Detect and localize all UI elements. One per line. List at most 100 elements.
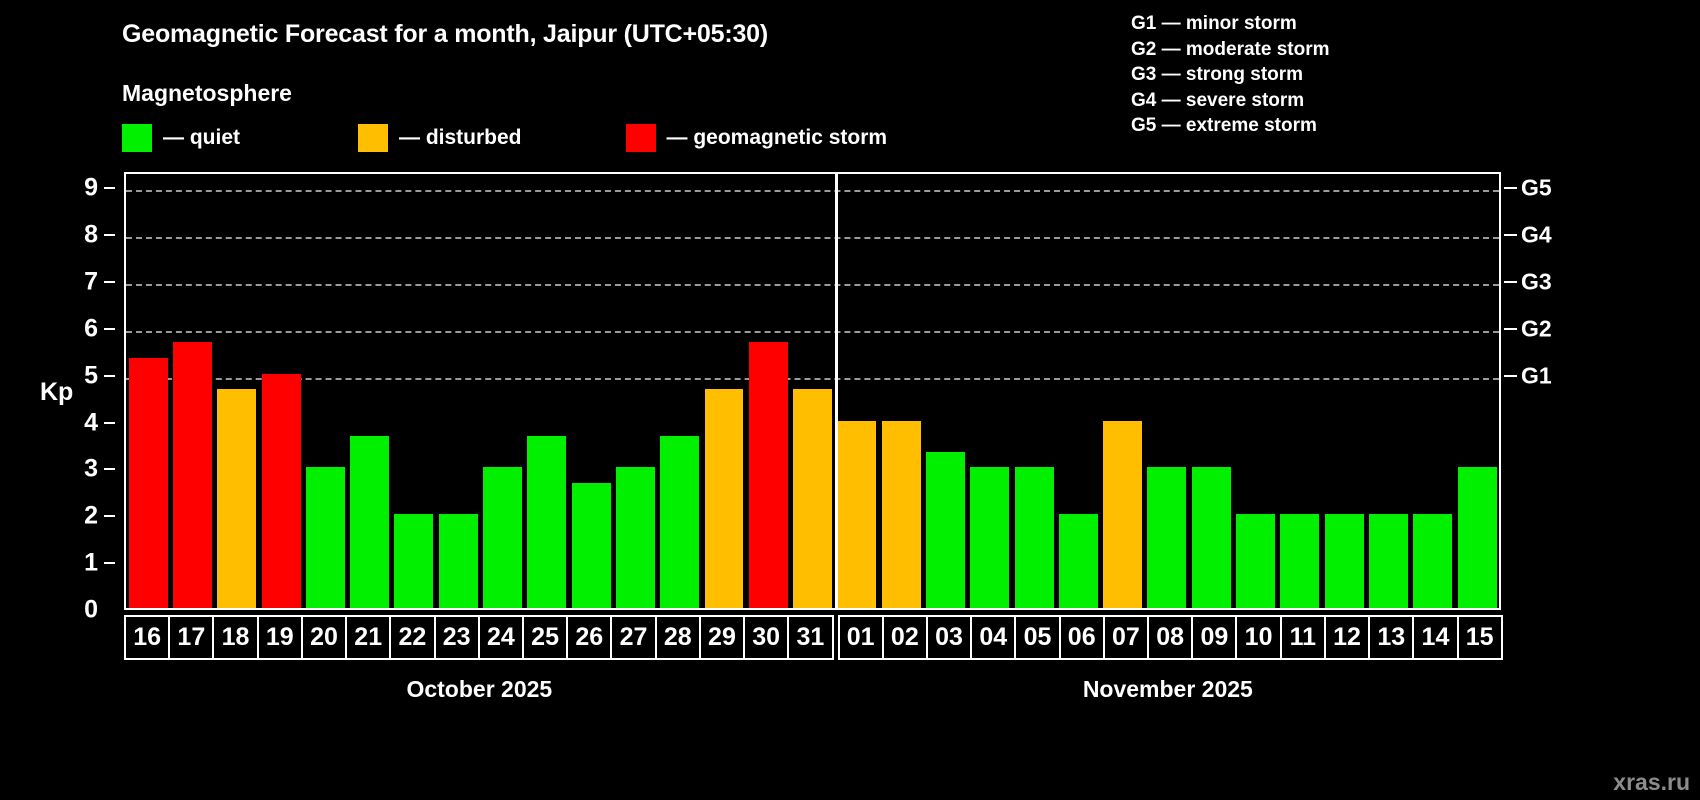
bar-slot: [1145, 174, 1189, 608]
day-label-13[interactable]: 13: [1368, 615, 1415, 660]
day-label-31[interactable]: 31: [787, 615, 834, 660]
gridline-kp-5: [126, 377, 1499, 380]
day-label-24[interactable]: 24: [477, 615, 524, 660]
g-tick-mark-G3: [1504, 281, 1517, 284]
y-tick-mark-9: [104, 187, 115, 190]
day-label-27[interactable]: 27: [610, 615, 657, 660]
bar-day-01: [837, 420, 877, 608]
day-label-21[interactable]: 21: [345, 615, 392, 660]
page-title: Geomagnetic Forecast for a month, Jaipur…: [122, 20, 768, 48]
y-tick-mark-6: [104, 327, 115, 330]
day-label-18[interactable]: 18: [212, 615, 259, 660]
bar-slot: [436, 174, 480, 608]
y-axis-right-g-scale: G5 G4 G3 G2 G1: [1501, 172, 1591, 610]
month-caption: November 2025: [1082, 676, 1253, 702]
bar-day-19: [261, 373, 301, 608]
bar-day-12: [1324, 514, 1364, 608]
g-legend-row-1: G1 — minor storm: [1131, 13, 1297, 34]
day-label-26[interactable]: 26: [566, 615, 613, 660]
y-tick-label-4: 4: [84, 408, 98, 437]
bar-day-16: [128, 358, 168, 608]
bar-slot: [569, 174, 613, 608]
day-label-30[interactable]: 30: [743, 615, 790, 660]
day-axis-labels: 16 17 18 19 20 21 22 23 24 25 26 27 28 29 30 31 01 02 03 04…: [124, 615, 1503, 660]
bar-slot: [525, 174, 569, 608]
bar-slot: [702, 174, 746, 608]
g-legend-row-4: G4 — severe storm: [1131, 89, 1305, 111]
day-label-08[interactable]: 08: [1147, 615, 1194, 660]
day-label-20[interactable]: 20: [300, 615, 348, 660]
bar-slot: [259, 174, 303, 608]
day-label-28[interactable]: 28: [654, 615, 701, 660]
g-legend-row-5: G5 — extreme storm: [1131, 115, 1317, 136]
day-label-05[interactable]: 05: [1014, 615, 1061, 660]
legend-item-quiet: — quiet: [122, 124, 240, 152]
y-axis-left: 9 8 7 6 5 4 3 2 1 0: [56, 172, 115, 624]
bar-day-07: [1103, 420, 1143, 608]
watermark: xras.ru: [1613, 769, 1690, 795]
day-label-01[interactable]: 01: [837, 615, 884, 660]
bar-day-09: [1191, 467, 1231, 608]
day-label-22[interactable]: 22: [389, 615, 436, 660]
gridline-kp-8: [126, 237, 1499, 240]
g-tick-label-G3: G3: [1521, 268, 1552, 295]
bar-slot: [968, 174, 1012, 608]
day-label-25[interactable]: 25: [521, 615, 569, 660]
g-tick-mark-G5: [1504, 187, 1517, 190]
day-label-02[interactable]: 02: [881, 615, 928, 660]
y-tick-label-0: 0: [84, 595, 98, 624]
day-label-15[interactable]: 15: [1456, 615, 1503, 660]
bar-day-26: [571, 482, 611, 608]
day-label-04[interactable]: 04: [970, 615, 1017, 660]
day-label-03[interactable]: 03: [925, 615, 973, 660]
month-divider: [834, 174, 838, 608]
y-tick-mark-1: [104, 562, 115, 565]
g-tick-label-G4: G4: [1521, 221, 1552, 248]
bar-slot: [170, 174, 214, 608]
y-tick-label-2: 2: [84, 501, 98, 530]
bar-day-27: [615, 467, 655, 608]
day-label-09[interactable]: 09: [1191, 615, 1238, 660]
y-tick-label-9: 9: [84, 173, 98, 202]
bar-day-29: [704, 389, 744, 608]
gridline-kp-7: [126, 284, 1499, 287]
day-label-11[interactable]: 11: [1279, 615, 1326, 660]
day-label-10[interactable]: 10: [1235, 615, 1282, 660]
g-tick-mark-G2: [1504, 327, 1517, 330]
bar-slot: [1101, 174, 1145, 608]
bar-day-18: [217, 389, 257, 608]
g-scale-legend: G1 — minor storm G2 — moderate storm G3 — …: [1131, 11, 1330, 139]
bar-slot: [1455, 174, 1499, 608]
bar-slot: [613, 174, 657, 608]
day-label-07[interactable]: 07: [1102, 615, 1150, 660]
legend-swatch-disturbed: [358, 124, 388, 152]
bar-slot: [790, 174, 834, 608]
day-label-16[interactable]: 16: [124, 615, 171, 660]
legend-item-disturbed: — disturbed: [358, 124, 522, 152]
bar-day-08: [1147, 467, 1187, 608]
bar-slot: [347, 174, 391, 608]
legend-label-geomagnetic-storm: — geomagnetic storm: [666, 126, 888, 149]
y-tick-mark-4: [104, 421, 115, 424]
day-label-06[interactable]: 06: [1058, 615, 1105, 660]
day-label-19[interactable]: 19: [256, 615, 303, 660]
y-tick-label-1: 1: [84, 548, 98, 577]
y-tick-label-6: 6: [84, 314, 98, 343]
bar-day-31: [793, 389, 833, 608]
bar-day-17: [172, 342, 212, 608]
bar-day-05: [1014, 467, 1054, 608]
day-label-12[interactable]: 12: [1323, 615, 1371, 660]
legend-swatch-quiet: [122, 124, 152, 152]
y-tick-mark-5: [104, 374, 115, 377]
bar-slot: [835, 174, 879, 608]
day-label-23[interactable]: 23: [433, 615, 480, 660]
g-legend-row-2: G2 — moderate storm: [1131, 38, 1330, 60]
day-label-14[interactable]: 14: [1412, 615, 1459, 660]
y-tick-label-5: 5: [84, 361, 98, 390]
bar-slot: [1366, 174, 1410, 608]
day-label-29[interactable]: 29: [698, 615, 746, 660]
bar-day-28: [660, 436, 700, 608]
bar-slot: [126, 174, 170, 608]
day-label-17[interactable]: 17: [168, 615, 215, 660]
bar-day-13: [1368, 514, 1408, 608]
